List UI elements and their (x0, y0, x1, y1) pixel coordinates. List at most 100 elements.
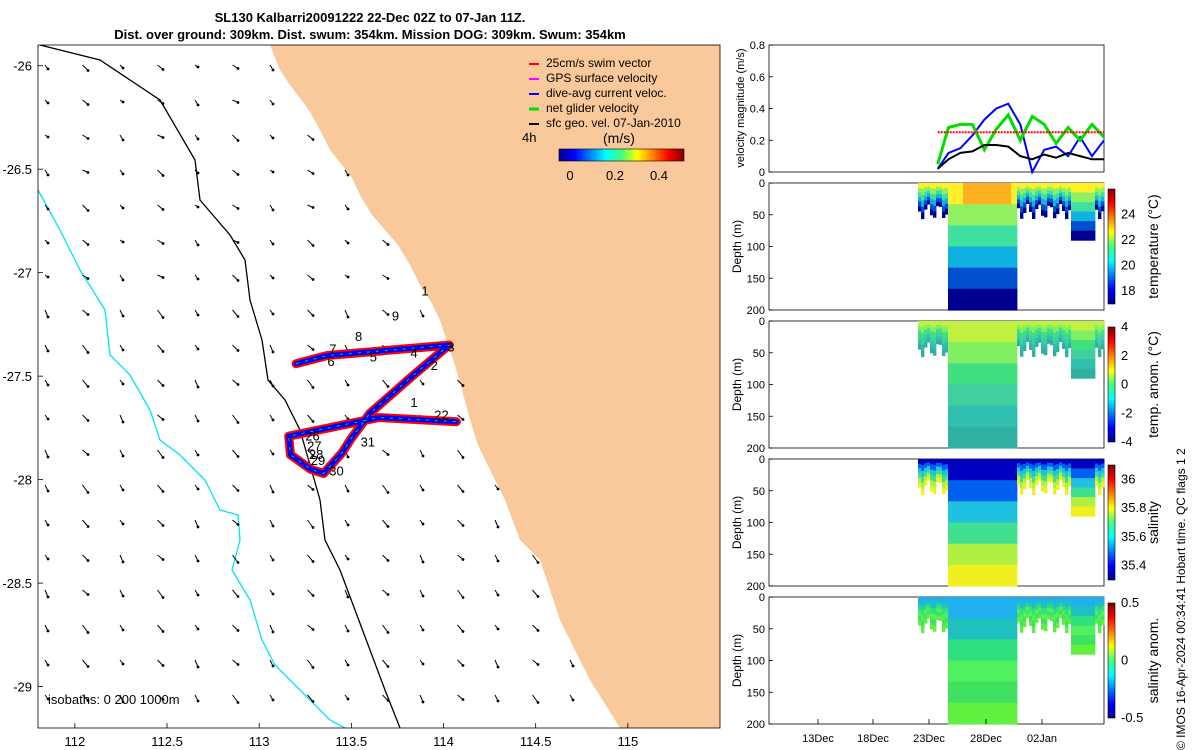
section-cell (954, 639, 958, 662)
current-arrow-head (161, 68, 165, 71)
section-cell (1068, 325, 1072, 331)
section-cell (1077, 487, 1081, 498)
section-cell (957, 522, 961, 545)
section-cell (1053, 206, 1057, 213)
section-cell (1092, 468, 1096, 479)
section-cell (945, 597, 949, 603)
section-cell (1032, 626, 1036, 633)
section-cell (1038, 462, 1042, 467)
section-cell (960, 405, 964, 428)
section-cell (1050, 332, 1054, 338)
current-arrow-head (271, 102, 275, 106)
section-cell (948, 363, 952, 386)
section-cell (1068, 610, 1072, 616)
section-cell (1035, 191, 1039, 197)
section-cell (933, 476, 937, 483)
current-arrow-head (346, 207, 350, 211)
date-tick-label: 23Dec (913, 733, 945, 745)
section-cell (1017, 191, 1021, 196)
section-cell (1053, 211, 1057, 219)
section-cell (924, 325, 928, 331)
velocity-y-ticks: 00.20.40.60.8 (750, 40, 773, 179)
current-arrow-head (311, 278, 315, 281)
section-cell (966, 597, 970, 619)
section-cell (945, 193, 949, 200)
current-arrow-head (421, 700, 425, 704)
section-cell (951, 267, 955, 290)
section-cell (1092, 330, 1096, 341)
section-cell (1008, 246, 1012, 269)
section-cell (1101, 201, 1105, 207)
section-cell (936, 194, 940, 199)
section-cell (966, 384, 970, 407)
current-arrow-head (386, 385, 390, 388)
current-arrow-head (386, 699, 390, 702)
section-cell (1083, 330, 1087, 341)
section-cell (927, 610, 931, 615)
section-cell (990, 702, 994, 725)
current-arrow (157, 449, 164, 458)
section-cell (921, 608, 925, 616)
section-cell (996, 384, 1000, 407)
section-cell (1071, 616, 1075, 627)
section-cell (1080, 644, 1084, 655)
section-cell (1092, 625, 1096, 636)
section-cell (1053, 344, 1057, 351)
section-cell (1050, 612, 1054, 618)
day-label: 5 (370, 350, 377, 365)
section-cell (978, 522, 982, 545)
section-cell (1020, 212, 1024, 219)
section-cell (1029, 197, 1033, 203)
section-cell (1089, 211, 1093, 222)
current-arrow-head (121, 454, 125, 458)
section-cell (1071, 221, 1075, 232)
section-cell (1002, 246, 1006, 269)
current-arrow-head (271, 698, 275, 702)
section-cell (945, 479, 949, 486)
section-cell (1086, 625, 1090, 636)
section-cell (1053, 200, 1057, 207)
section-cell (924, 610, 928, 615)
section-cell (1014, 384, 1018, 407)
section-cell (972, 267, 976, 290)
section-cell (1029, 192, 1033, 198)
colorbar-tick-label: -4 (1121, 434, 1133, 449)
section-cell (1074, 644, 1078, 655)
section-cell (918, 192, 922, 198)
section-cell (984, 405, 988, 428)
section-cell (933, 326, 937, 333)
day-label: 28 (309, 447, 323, 462)
current-arrow-head (161, 316, 165, 319)
day-label: 4 (410, 346, 417, 361)
current-arrow-head (346, 629, 350, 633)
section-cell (1074, 478, 1078, 489)
section-cell (1023, 459, 1027, 465)
current-arrow-head (86, 69, 90, 72)
day-label: 26 (305, 428, 319, 443)
section-cell (927, 607, 931, 612)
section-cell (1083, 321, 1087, 332)
section-cell (921, 350, 925, 358)
section-cell (1047, 186, 1051, 191)
section-cell (969, 597, 973, 619)
section-cell (1092, 459, 1096, 470)
section-cell (1053, 487, 1057, 495)
section-cell (1089, 330, 1093, 341)
current-arrow (232, 414, 239, 423)
section-cell (1092, 506, 1096, 517)
section-cell (996, 618, 1000, 640)
section-cell (1050, 186, 1054, 192)
section-cell (1062, 601, 1066, 607)
section-cell (1065, 212, 1069, 220)
section-cell (996, 204, 1000, 226)
section-cell (960, 183, 964, 205)
section-cell (1080, 497, 1084, 508)
section-cell (972, 384, 976, 407)
section-cell (1017, 329, 1021, 334)
section-cell (996, 522, 1000, 545)
section-cell (954, 288, 958, 311)
section-cell (1059, 338, 1063, 343)
current-arrow-head (311, 244, 315, 247)
current-arrow-head (386, 593, 390, 596)
section-tick-label: 100 (747, 656, 765, 668)
